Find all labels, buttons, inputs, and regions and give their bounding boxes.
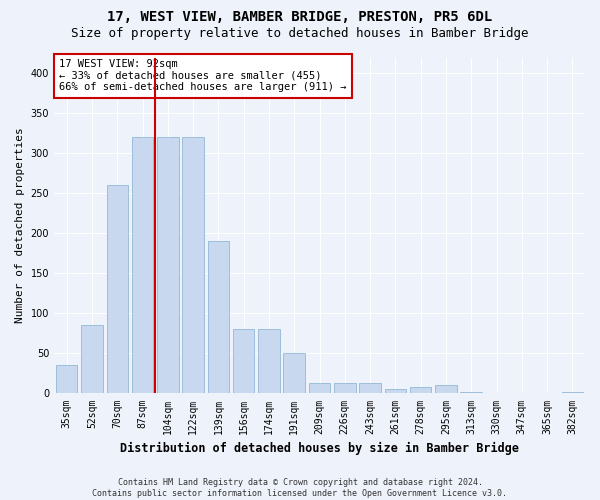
Bar: [460, 392, 482, 394]
Bar: [157, 138, 179, 394]
Bar: [359, 383, 381, 394]
Bar: [385, 390, 406, 394]
Bar: [511, 392, 533, 394]
Bar: [309, 383, 330, 394]
Bar: [258, 330, 280, 394]
Bar: [562, 392, 583, 394]
Text: 17 WEST VIEW: 92sqm
← 33% of detached houses are smaller (455)
66% of semi-detac: 17 WEST VIEW: 92sqm ← 33% of detached ho…: [59, 59, 347, 92]
Text: Size of property relative to detached houses in Bamber Bridge: Size of property relative to detached ho…: [71, 28, 529, 40]
Bar: [486, 392, 507, 394]
Bar: [410, 387, 431, 394]
Bar: [107, 186, 128, 394]
Bar: [233, 330, 254, 394]
Y-axis label: Number of detached properties: Number of detached properties: [15, 128, 25, 324]
Text: 17, WEST VIEW, BAMBER BRIDGE, PRESTON, PR5 6DL: 17, WEST VIEW, BAMBER BRIDGE, PRESTON, P…: [107, 10, 493, 24]
Bar: [56, 366, 77, 394]
Bar: [81, 326, 103, 394]
Bar: [435, 386, 457, 394]
Bar: [182, 138, 204, 394]
Bar: [132, 138, 153, 394]
Bar: [208, 242, 229, 394]
Text: Contains HM Land Registry data © Crown copyright and database right 2024.
Contai: Contains HM Land Registry data © Crown c…: [92, 478, 508, 498]
Bar: [334, 383, 356, 394]
Bar: [283, 354, 305, 394]
X-axis label: Distribution of detached houses by size in Bamber Bridge: Distribution of detached houses by size …: [120, 442, 519, 455]
